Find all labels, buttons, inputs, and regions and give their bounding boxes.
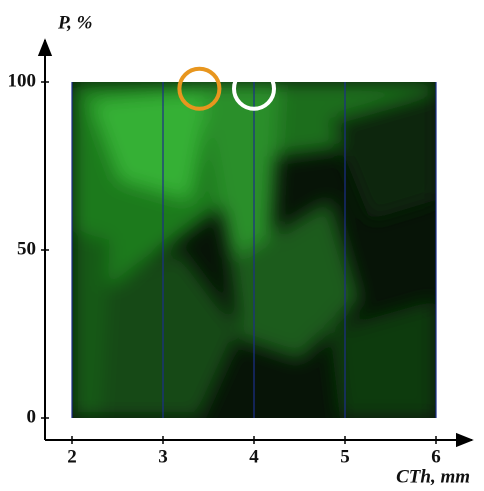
y-axis-label: P, % xyxy=(57,12,92,33)
x-tick-label: 3 xyxy=(158,446,168,467)
glow xyxy=(230,200,360,360)
x-tick-label: 5 xyxy=(340,446,350,467)
y-tick-label: 100 xyxy=(8,70,37,91)
marker xyxy=(232,66,276,111)
glow xyxy=(330,300,436,418)
grid xyxy=(71,82,437,418)
glow xyxy=(80,250,240,418)
x-axis-label: CTh, mm xyxy=(396,466,470,487)
marker xyxy=(177,66,222,111)
glow xyxy=(330,90,436,220)
y-tick-label: 50 xyxy=(17,238,36,259)
texture xyxy=(72,82,436,418)
x-tick-label: 4 xyxy=(249,446,259,467)
y-tick-label: 0 xyxy=(27,406,37,427)
x-tick-label: 2 xyxy=(67,446,77,467)
glow xyxy=(72,230,110,418)
x-tick-label: 6 xyxy=(431,446,441,467)
glow xyxy=(90,90,210,200)
